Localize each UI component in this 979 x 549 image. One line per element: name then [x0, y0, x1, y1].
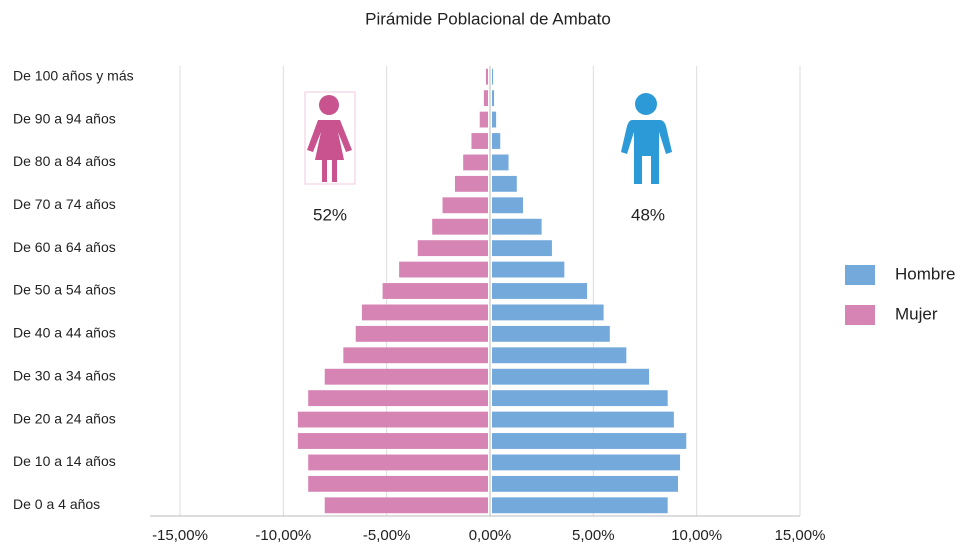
x-tick-label: -15,00%: [152, 527, 208, 544]
bar: [492, 261, 565, 278]
bar: [324, 368, 488, 385]
y-tick-label: De 30 a 34 años: [13, 367, 116, 383]
bar: [297, 433, 488, 449]
legend-label: Hombre: [895, 264, 955, 283]
x-tick-label: 15,00%: [775, 527, 826, 544]
bar: [471, 133, 488, 149]
bar: [343, 347, 488, 364]
bar: [483, 90, 488, 107]
legend-label: Mujer: [895, 304, 938, 323]
x-tick-label: -10,00%: [255, 527, 311, 544]
y-tick-label: De 90 a 94 años: [13, 110, 116, 126]
bar: [492, 111, 497, 128]
bar: [417, 240, 488, 257]
bar: [479, 111, 488, 128]
bar: [485, 68, 488, 85]
bar: [492, 368, 650, 385]
bar: [492, 133, 501, 149]
bar: [442, 197, 488, 214]
bar: [463, 154, 488, 171]
bar: [454, 175, 488, 192]
bar: [297, 411, 488, 428]
legend-swatch: [845, 305, 875, 325]
bar: [492, 304, 604, 321]
bar: [492, 240, 552, 257]
x-tick-label: 5,00%: [572, 527, 615, 544]
bar: [492, 197, 523, 214]
bar: [432, 218, 488, 235]
y-tick-label: De 80 a 84 años: [13, 153, 116, 169]
bar: [355, 325, 488, 342]
y-tick-label: De 0 a 4 años: [13, 496, 100, 512]
bar: [492, 283, 588, 299]
chart-title: Pirámide Poblacional de Ambato: [365, 9, 611, 28]
bar: [492, 175, 517, 192]
y-tick-label: De 40 a 44 años: [13, 325, 116, 341]
bar: [492, 390, 668, 407]
male-icon: [621, 93, 672, 184]
x-tick-label: -5,00%: [363, 527, 411, 544]
x-tick-label: 0,00%: [469, 527, 512, 544]
annotation: 48%: [631, 205, 665, 224]
bar: [382, 283, 488, 299]
x-tick-label: 10,00%: [671, 527, 722, 544]
bar: [492, 218, 542, 235]
bar: [361, 304, 488, 321]
y-tick-label: De 100 años y más: [13, 67, 134, 83]
bar: [492, 411, 674, 428]
bar: [308, 390, 488, 407]
bar: [492, 497, 668, 514]
y-tick-label: De 10 a 14 años: [13, 453, 116, 469]
bar: [492, 475, 678, 492]
y-tick-label: De 50 a 54 años: [13, 282, 116, 298]
bar: [492, 454, 681, 471]
bar: [492, 154, 509, 171]
y-tick-label: De 70 a 74 años: [13, 196, 116, 212]
legend-swatch: [845, 265, 875, 285]
y-tick-label: De 20 a 24 años: [13, 410, 116, 426]
bar: [324, 497, 488, 514]
bar: [492, 433, 687, 449]
female-icon: [304, 91, 356, 185]
bar: [492, 347, 627, 364]
bar: [492, 325, 610, 342]
bar: [308, 454, 488, 471]
y-tick-label: De 60 a 64 años: [13, 239, 116, 255]
bar: [308, 475, 488, 492]
bar: [492, 90, 495, 107]
bar: [399, 261, 488, 278]
bar: [492, 68, 494, 85]
annotation: 52%: [313, 205, 347, 224]
